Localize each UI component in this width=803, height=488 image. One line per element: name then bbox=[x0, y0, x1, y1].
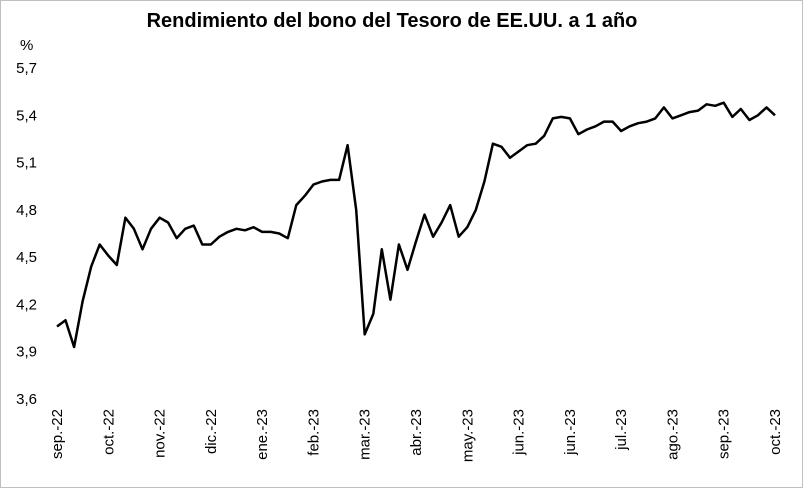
x-tick-label: oct.-23 bbox=[767, 409, 784, 455]
y-axis-label: % bbox=[20, 37, 33, 54]
y-tick-label: 4,5 bbox=[16, 249, 37, 266]
y-tick-label: 3,9 bbox=[16, 344, 37, 361]
y-tick-label: 4,8 bbox=[16, 202, 37, 219]
x-tick-label: oct.-22 bbox=[100, 409, 117, 455]
chart-title: Rendimiento del bono del Tesoro de EE.UU… bbox=[147, 10, 638, 32]
x-tick-label: nov.-22 bbox=[152, 409, 169, 458]
x-tick-label: jun.-23 bbox=[562, 409, 579, 456]
y-tick-label: 5,7 bbox=[16, 60, 37, 77]
x-tick-label: dic.-22 bbox=[203, 409, 220, 454]
y-tick-label: 4,2 bbox=[16, 296, 37, 313]
x-tick-label: jun.-23 bbox=[511, 409, 528, 456]
y-tick-label: 3,6 bbox=[16, 391, 37, 408]
x-tick-label: sep.-22 bbox=[49, 409, 66, 459]
x-tick-label: sep.-23 bbox=[716, 409, 733, 459]
x-tick-label: feb.-23 bbox=[305, 409, 322, 456]
x-tick-label: mar.-23 bbox=[357, 409, 374, 460]
x-tick-label: abr.-23 bbox=[408, 409, 425, 456]
y-tick-label: 5,1 bbox=[16, 155, 37, 172]
x-tick-label: ago.-23 bbox=[664, 409, 681, 460]
x-tick-label: ene.-23 bbox=[254, 409, 271, 460]
x-tick-label: may.-23 bbox=[459, 409, 476, 462]
y-tick-label: 5,4 bbox=[16, 107, 37, 124]
x-tick-label: jul.-23 bbox=[613, 409, 630, 451]
data-line bbox=[56, 101, 776, 349]
